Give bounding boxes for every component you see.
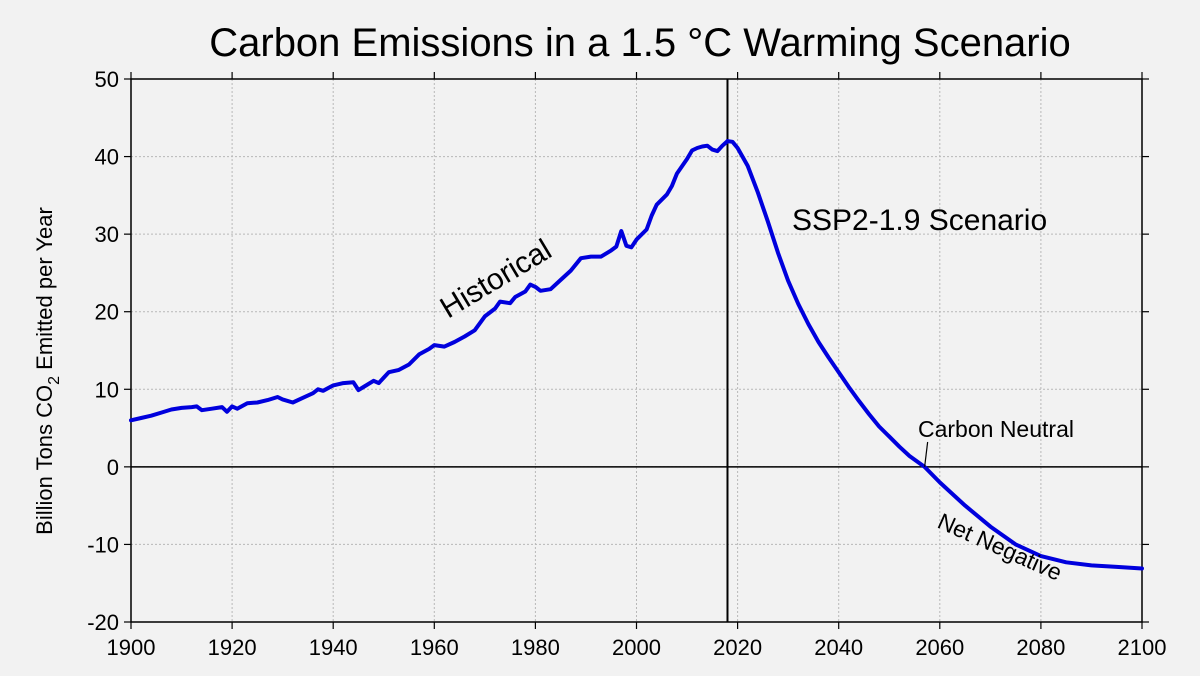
x-tick-label: 2060	[915, 635, 964, 660]
chart-title: Carbon Emissions in a 1.5 °C Warming Sce…	[209, 21, 1071, 65]
carbon-neutral-annotation: Carbon Neutral	[918, 416, 1074, 442]
x-tick-label: 1980	[511, 635, 560, 660]
x-tick-label: 2080	[1016, 635, 1065, 660]
y-axis-label-end: Emitted per Year	[32, 207, 57, 376]
historical-series-line	[129, 139, 730, 423]
y-tick-label: -10	[87, 532, 119, 557]
y-tick-label: 30	[95, 222, 119, 247]
y-tick-label: -20	[87, 610, 119, 635]
y-tick-label: 50	[95, 67, 119, 92]
x-tick-label: 2020	[713, 635, 762, 660]
y-axis-label: Billion Tons CO2 Emitted per Year	[32, 207, 63, 535]
x-tick-labels: 1900 1920 1940 1960 1980 2000 2020 2040 2060 2080…	[107, 635, 1167, 660]
carbon-neutral-pointer	[924, 441, 929, 467]
x-tick-label: 2100	[1118, 635, 1167, 660]
net-negative-annotation: Net Negative	[934, 508, 1066, 586]
y-tick-label: 10	[95, 377, 119, 402]
y-axis-label-subscript: 2	[46, 376, 63, 385]
x-tick-label: 1900	[107, 635, 156, 660]
x-tick-label: 1920	[208, 635, 257, 660]
y-tick-label: 40	[95, 145, 119, 170]
y-tick-labels: -20 -10 0 10 20 30 40 50	[87, 67, 119, 635]
scenario-annotation: SSP2-1.9 Scenario	[792, 204, 1047, 237]
y-axis-label-main: Billion Tons CO	[32, 385, 57, 535]
y-tick-label: 20	[95, 300, 119, 325]
x-tick-label: 2040	[814, 635, 863, 660]
scenario-series-line	[725, 139, 1144, 571]
x-tick-label: 2000	[612, 635, 661, 660]
y-tick-label: 0	[107, 455, 119, 480]
x-tick-label: 1940	[309, 635, 358, 660]
axis-ticks	[124, 72, 1149, 629]
x-tick-label: 1960	[410, 635, 459, 660]
